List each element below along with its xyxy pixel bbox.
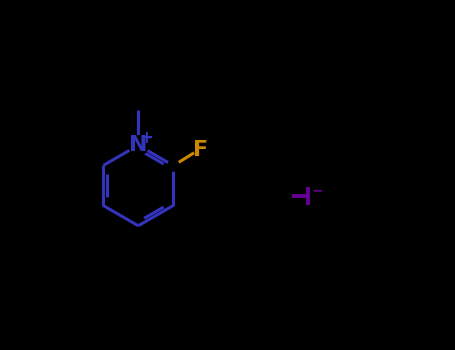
Text: F: F	[193, 140, 208, 160]
Text: −: −	[311, 184, 323, 198]
Text: N: N	[129, 135, 147, 155]
Text: +: +	[139, 129, 153, 147]
